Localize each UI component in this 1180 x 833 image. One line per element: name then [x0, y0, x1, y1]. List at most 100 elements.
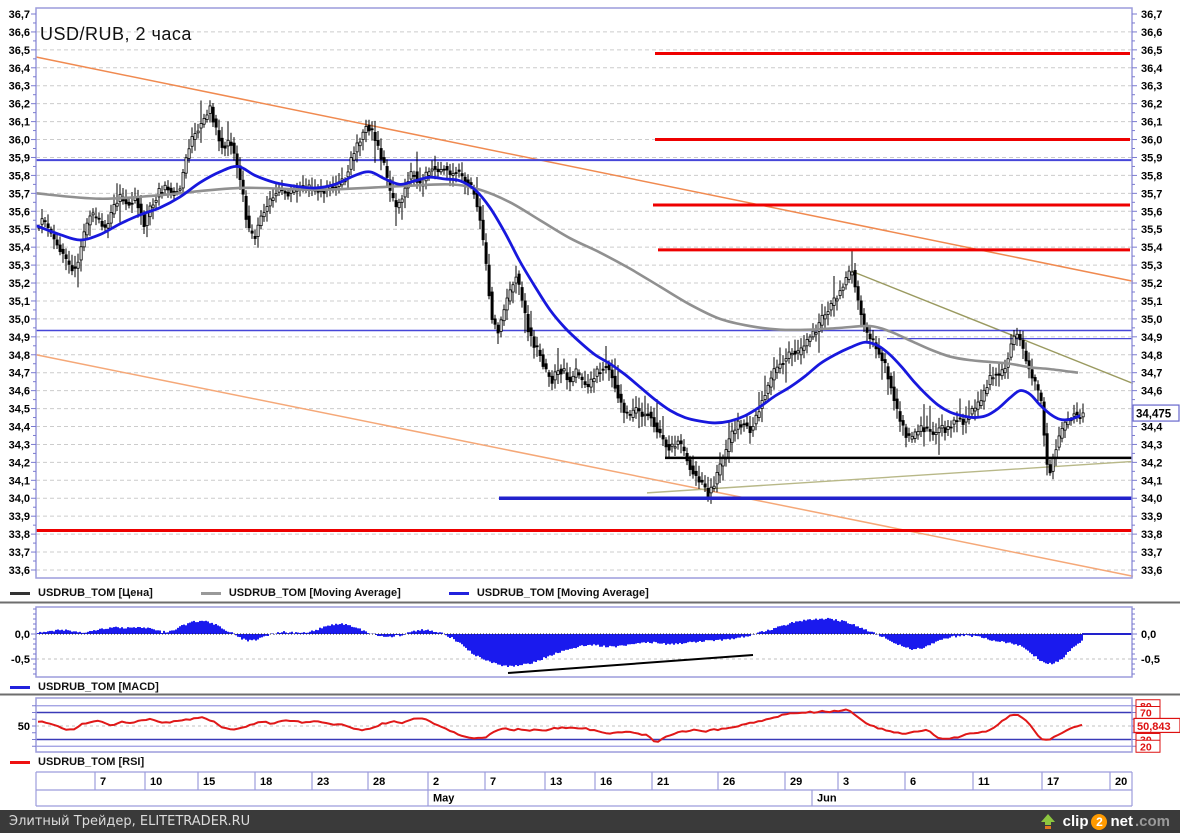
candle-body — [436, 168, 440, 173]
candle-body — [712, 485, 716, 489]
candle-body — [844, 277, 848, 286]
price-tick-label: 36,3 — [1141, 81, 1162, 93]
candle-body — [103, 224, 107, 228]
candle-body — [814, 332, 818, 335]
price-tag-value: 34,475 — [1136, 409, 1172, 421]
candle-body — [910, 435, 914, 440]
logo-text-com: .com — [1134, 813, 1170, 830]
candle-body — [112, 204, 116, 215]
candle-body — [769, 377, 773, 388]
candle-body — [733, 429, 737, 435]
price-tick-label: 36,7 — [1141, 9, 1162, 21]
candle-body — [262, 212, 266, 218]
price-tick-label: 34,3 — [1141, 439, 1162, 451]
rsi-level-tag: 70 — [1135, 706, 1161, 720]
candle-body — [151, 204, 155, 209]
price-tick-label: 34,9 — [1141, 332, 1162, 344]
candle-body — [562, 368, 566, 372]
logo-text-clip: clip — [1062, 813, 1089, 830]
candle-body — [559, 368, 563, 375]
candle-body — [682, 446, 686, 452]
price-tick-label: 35,4 — [1141, 242, 1163, 254]
rsi-level-value: 20 — [1140, 741, 1152, 753]
candle-body — [820, 314, 824, 326]
candle-body — [403, 187, 407, 198]
candle-body — [397, 201, 401, 209]
candle-body — [367, 124, 371, 132]
macd-plot-border — [35, 606, 1133, 678]
rsi-line — [37, 708, 1083, 743]
candle-body — [1036, 384, 1040, 391]
candle-body — [601, 368, 605, 371]
price-tick-label: 36,5 — [9, 45, 30, 57]
price-tick-label: 35,8 — [9, 170, 30, 182]
candle-body — [799, 347, 803, 356]
candle-body — [583, 381, 587, 385]
candle-body — [184, 157, 188, 174]
price-tick-label: 34,7 — [9, 368, 30, 380]
price-tick-label: 34,1 — [9, 475, 30, 487]
channel-trendline — [35, 354, 1134, 577]
candle-body — [1015, 333, 1019, 339]
candle-body — [127, 201, 131, 206]
price-tick-label: 34,2 — [1141, 457, 1162, 469]
date-tick-label: 20 — [1115, 776, 1127, 788]
ma-fast-line — [35, 164, 1081, 425]
candle-body — [1048, 464, 1052, 474]
candle-body — [934, 432, 938, 435]
candle-body — [637, 408, 641, 412]
candle-body — [481, 219, 485, 241]
candle-body — [736, 420, 740, 430]
candle-body — [958, 417, 962, 420]
price-axis-left: 36,7 36,6 36,5 36,4 36,3 36,2 36,1 36,0 35,9 35,8… — [9, 9, 36, 577]
candle-body — [553, 371, 557, 381]
clip2net-logo[interactable]: clip 2 net .com — [1040, 813, 1180, 830]
candle-body — [568, 376, 572, 383]
candle-body — [664, 439, 668, 448]
price-tick-label: 33,7 — [1141, 547, 1162, 559]
candle-body — [106, 223, 110, 229]
candle-body — [1027, 360, 1031, 370]
candle-body — [523, 300, 527, 314]
candle-body — [502, 309, 506, 322]
candle-body — [526, 314, 530, 333]
candle-body — [532, 336, 536, 348]
candle-body — [622, 402, 626, 413]
candle-body — [598, 372, 602, 375]
price-tick-label: 35,7 — [1141, 188, 1162, 200]
candle-body — [970, 408, 974, 415]
date-tick-label: 2 — [433, 776, 439, 788]
candle-body — [916, 431, 920, 436]
price-tick-label: 35,7 — [9, 188, 30, 200]
macd-trendline — [507, 654, 754, 674]
logo-badge-2: 2 — [1091, 813, 1108, 830]
candle-body — [373, 131, 377, 141]
candle-body — [445, 166, 449, 171]
rsi-level-value: 70 — [1140, 708, 1152, 720]
candle-body — [232, 142, 236, 154]
date-tick-label: 16 — [600, 776, 612, 788]
price-tick-label: 34,9 — [9, 332, 30, 344]
logo-text-net: net — [1110, 813, 1133, 830]
rsi-current-box — [1133, 717, 1180, 734]
candle-body — [256, 224, 260, 237]
candle-body — [505, 297, 509, 311]
price-tick-label: 36,0 — [9, 135, 30, 147]
candle-body — [640, 411, 644, 417]
price-tick-label: 34,1 — [1141, 475, 1162, 487]
rsi-current-value: 50,843 — [1137, 721, 1171, 733]
candle-body — [655, 422, 659, 433]
candle-body — [352, 153, 356, 161]
candle-body — [1072, 413, 1076, 417]
candle-body — [1003, 367, 1007, 374]
ma-slow-swatch-icon — [200, 591, 221, 595]
price-tick-label: 35,0 — [9, 314, 30, 326]
candle-body — [514, 276, 518, 284]
price-tick-label: 35,8 — [1141, 170, 1162, 182]
price-tick-label: 34,2 — [9, 457, 30, 469]
price-tick-label: 33,8 — [1141, 529, 1162, 541]
candle-body — [919, 425, 923, 432]
price-tick-label: 34,8 — [1141, 350, 1162, 362]
candle-body — [223, 145, 227, 149]
